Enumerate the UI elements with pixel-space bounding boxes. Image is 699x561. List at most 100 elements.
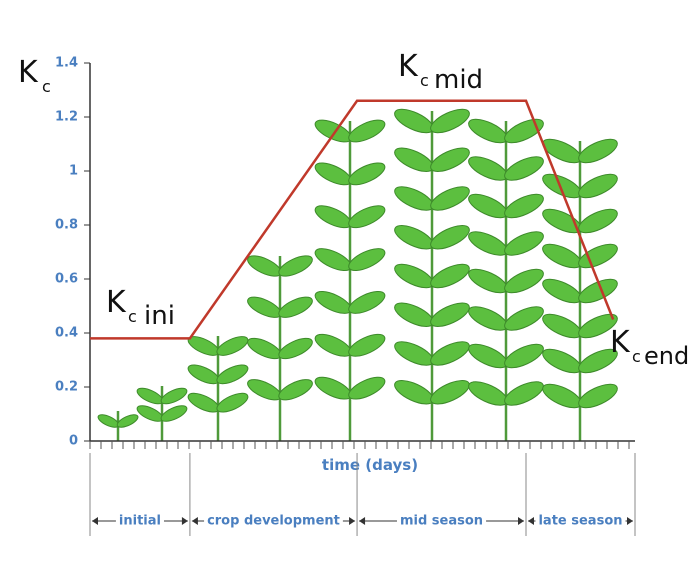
- plant-leaf: [346, 373, 388, 404]
- plant-leaf: [214, 333, 250, 359]
- plant-leaf: [346, 201, 388, 232]
- plant-leaf: [391, 260, 436, 293]
- plant-leaf: [245, 334, 284, 363]
- plant-leaf: [465, 152, 510, 185]
- plant-leaf: [539, 380, 584, 413]
- plant-leaf: [575, 170, 620, 203]
- plant-leaf: [575, 205, 620, 238]
- annotation: K: [106, 285, 127, 320]
- plant-leaf: [276, 375, 315, 404]
- plant-leaf: [539, 345, 584, 378]
- plant-leaf: [539, 240, 584, 273]
- y-axis-label-sub: c: [42, 77, 51, 96]
- y-tick-label: 0.2: [55, 380, 78, 395]
- plant-leaf: [391, 376, 436, 409]
- plant-leaf: [427, 298, 472, 331]
- plant-leaf: [135, 385, 165, 407]
- annotation-sub: c: [420, 71, 429, 90]
- plant-leaf: [346, 116, 388, 147]
- plant-leaf: [501, 377, 546, 410]
- plant-leaf: [312, 330, 354, 361]
- arrow-head: [359, 517, 365, 525]
- plant-leaf: [465, 115, 510, 148]
- plant-leaf: [276, 252, 315, 281]
- annotation-sub: c: [632, 347, 641, 366]
- plant-leaf: [312, 287, 354, 318]
- arrow-head: [192, 517, 198, 525]
- plant-leaf: [501, 340, 546, 373]
- y-tick-label: 0: [69, 434, 78, 449]
- y-tick-label: 0.4: [55, 326, 78, 341]
- annotation: K: [398, 49, 419, 84]
- plant-leaf: [346, 244, 388, 275]
- plant-leaf: [245, 375, 284, 404]
- plant-leaf: [391, 143, 436, 176]
- plant-leaf: [427, 221, 472, 254]
- plant-leaf: [575, 135, 620, 168]
- x-axis-label: time (days): [322, 456, 418, 474]
- y-tick-label: 1.2: [55, 110, 78, 125]
- plant-leaf: [501, 190, 546, 223]
- plant-leaf: [159, 385, 189, 407]
- annotation: mid: [434, 65, 483, 95]
- plant-leaf: [186, 361, 222, 387]
- plant-leaf: [346, 330, 388, 361]
- y-tick-label: 0.8: [55, 218, 78, 233]
- plant-leaf: [427, 105, 472, 138]
- plant-leaf: [245, 293, 284, 322]
- plant-leaf: [501, 302, 546, 335]
- plant-leaf: [501, 265, 546, 298]
- stage-label: initial: [119, 514, 161, 529]
- plant-leaf: [539, 275, 584, 308]
- plant-leaf: [346, 158, 388, 189]
- y-tick-label: 1.4: [55, 56, 78, 71]
- arrow-head: [182, 517, 188, 525]
- plant-leaf: [501, 152, 546, 185]
- arrow-head: [92, 517, 98, 525]
- plant-leaf: [312, 244, 354, 275]
- plant-leaf: [465, 227, 510, 260]
- stage-label: mid season: [400, 514, 483, 529]
- annotation-sub: c: [128, 307, 137, 326]
- plant-leaf: [501, 227, 546, 260]
- plant-leaf: [465, 190, 510, 223]
- stage-label: crop development: [207, 514, 340, 529]
- plant-illustrations: [96, 105, 620, 441]
- plant-leaf: [135, 403, 165, 425]
- plant-leaf: [312, 201, 354, 232]
- plant-leaf: [539, 310, 584, 343]
- plant-leaf: [391, 105, 436, 138]
- plant-leaf: [245, 252, 284, 281]
- plant-leaf: [276, 293, 315, 322]
- y-axis-label: K: [18, 55, 39, 90]
- chart: K c time (days) K c ini K c mid K c end …: [0, 0, 699, 561]
- plant-leaf: [214, 389, 250, 415]
- plant-leaf: [427, 260, 472, 293]
- plant-leaf: [427, 143, 472, 176]
- plant-leaf: [346, 287, 388, 318]
- plant-leaf: [391, 298, 436, 331]
- annotation: K: [610, 325, 631, 360]
- plant-leaf: [391, 182, 436, 215]
- annotation: ini: [144, 301, 175, 331]
- arrow-head: [627, 517, 633, 525]
- annotation: end: [644, 342, 689, 370]
- stage-label: late season: [538, 514, 622, 529]
- plant-leaf: [465, 340, 510, 373]
- plant-leaf: [312, 373, 354, 404]
- plant-leaf: [465, 265, 510, 298]
- arrow-head: [349, 517, 355, 525]
- plant-leaf: [427, 337, 472, 370]
- plant-leaf: [276, 334, 315, 363]
- arrow-head: [528, 517, 534, 525]
- plant-leaf: [214, 361, 250, 387]
- plant-leaf: [465, 377, 510, 410]
- plant-leaf: [159, 403, 189, 425]
- arrow-head: [518, 517, 524, 525]
- plant-leaf: [427, 182, 472, 215]
- plant-leaf: [501, 115, 546, 148]
- plant-leaf: [186, 389, 222, 415]
- plant-leaf: [427, 376, 472, 409]
- plant-leaf: [465, 302, 510, 335]
- plant-leaf: [391, 337, 436, 370]
